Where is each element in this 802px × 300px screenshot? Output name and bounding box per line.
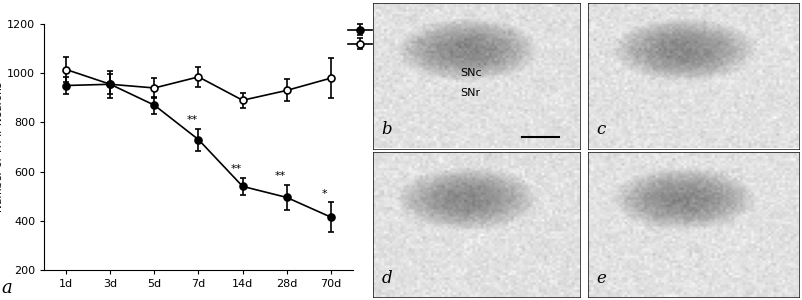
Text: c: c	[597, 121, 606, 138]
Text: SNr: SNr	[460, 88, 480, 98]
Text: a: a	[2, 279, 12, 297]
Text: **: **	[186, 115, 197, 125]
Text: **: **	[230, 164, 241, 174]
Text: SNc: SNc	[460, 68, 481, 78]
Text: b: b	[381, 121, 392, 138]
Text: *: *	[322, 189, 327, 199]
Text: d: d	[381, 270, 392, 287]
Text: **: **	[274, 171, 286, 182]
Legend: Ipsilateral, Contralateral: Ipsilateral, Contralateral	[346, 25, 456, 51]
Y-axis label: Number of TH-ir Neurons: Number of TH-ir Neurons	[0, 82, 4, 212]
Text: e: e	[597, 270, 606, 287]
